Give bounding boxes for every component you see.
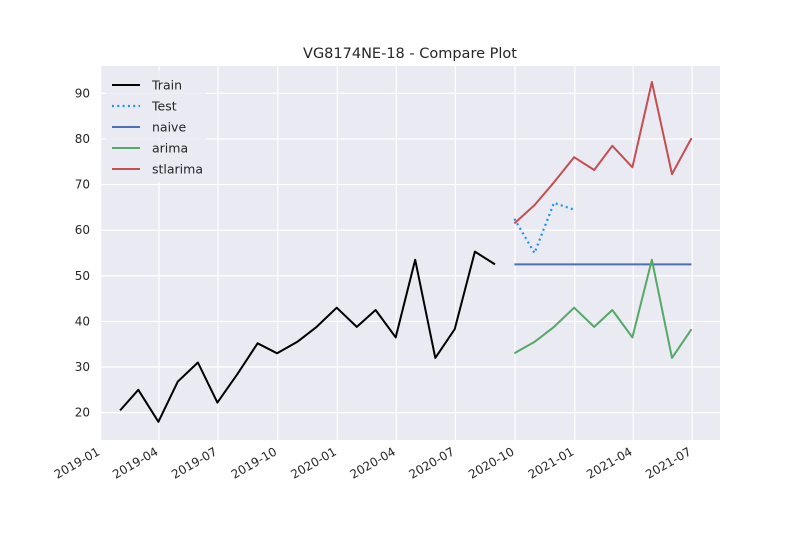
series-line-train xyxy=(119,250,496,423)
y-tick-label: 40 xyxy=(75,314,90,328)
y-tick-label: 80 xyxy=(75,132,90,146)
legend: Train Test naive arima stlarima xyxy=(106,71,206,183)
x-tick-label: 2019-04 xyxy=(110,444,160,481)
x-tick-label: 2019-07 xyxy=(169,444,219,481)
x-tick-label: 2020-01 xyxy=(288,444,338,481)
y-tick-label: 60 xyxy=(75,223,90,237)
legend-label: Train xyxy=(151,78,182,93)
x-axis: 2019-01 2019-04 2019-07 2019-10 2020-01 2020-… xyxy=(52,444,694,481)
x-tick-label: 2020-10 xyxy=(466,444,516,481)
legend-box xyxy=(106,71,206,183)
y-tick-label: 30 xyxy=(75,360,90,374)
series-group xyxy=(119,81,693,423)
chart-title: VG8174NE-18 - Compare Plot xyxy=(303,46,517,62)
x-tick-label: 2019-01 xyxy=(52,444,102,481)
x-tick-label: 2021-01 xyxy=(526,444,576,481)
x-tick-label: 2020-04 xyxy=(347,444,397,481)
x-tick-label: 2020-07 xyxy=(406,444,456,481)
y-tick-label: 90 xyxy=(75,86,90,100)
legend-label: stlarima xyxy=(152,162,203,177)
legend-label: Test xyxy=(151,99,177,114)
legend-label: arima xyxy=(152,141,188,156)
y-tick-label: 50 xyxy=(75,269,90,283)
y-tick-label: 70 xyxy=(75,178,90,192)
y-axis: 20 30 40 50 60 70 80 90 xyxy=(75,86,90,419)
series-line-stlarima xyxy=(513,81,693,225)
x-tick-label: 2021-07 xyxy=(643,444,693,481)
y-tick-label: 20 xyxy=(75,406,90,420)
legend-label: naive xyxy=(152,120,186,135)
x-tick-label: 2021-04 xyxy=(584,444,634,481)
x-tick-label: 2019-10 xyxy=(229,444,279,481)
series-line-arima xyxy=(513,258,693,359)
